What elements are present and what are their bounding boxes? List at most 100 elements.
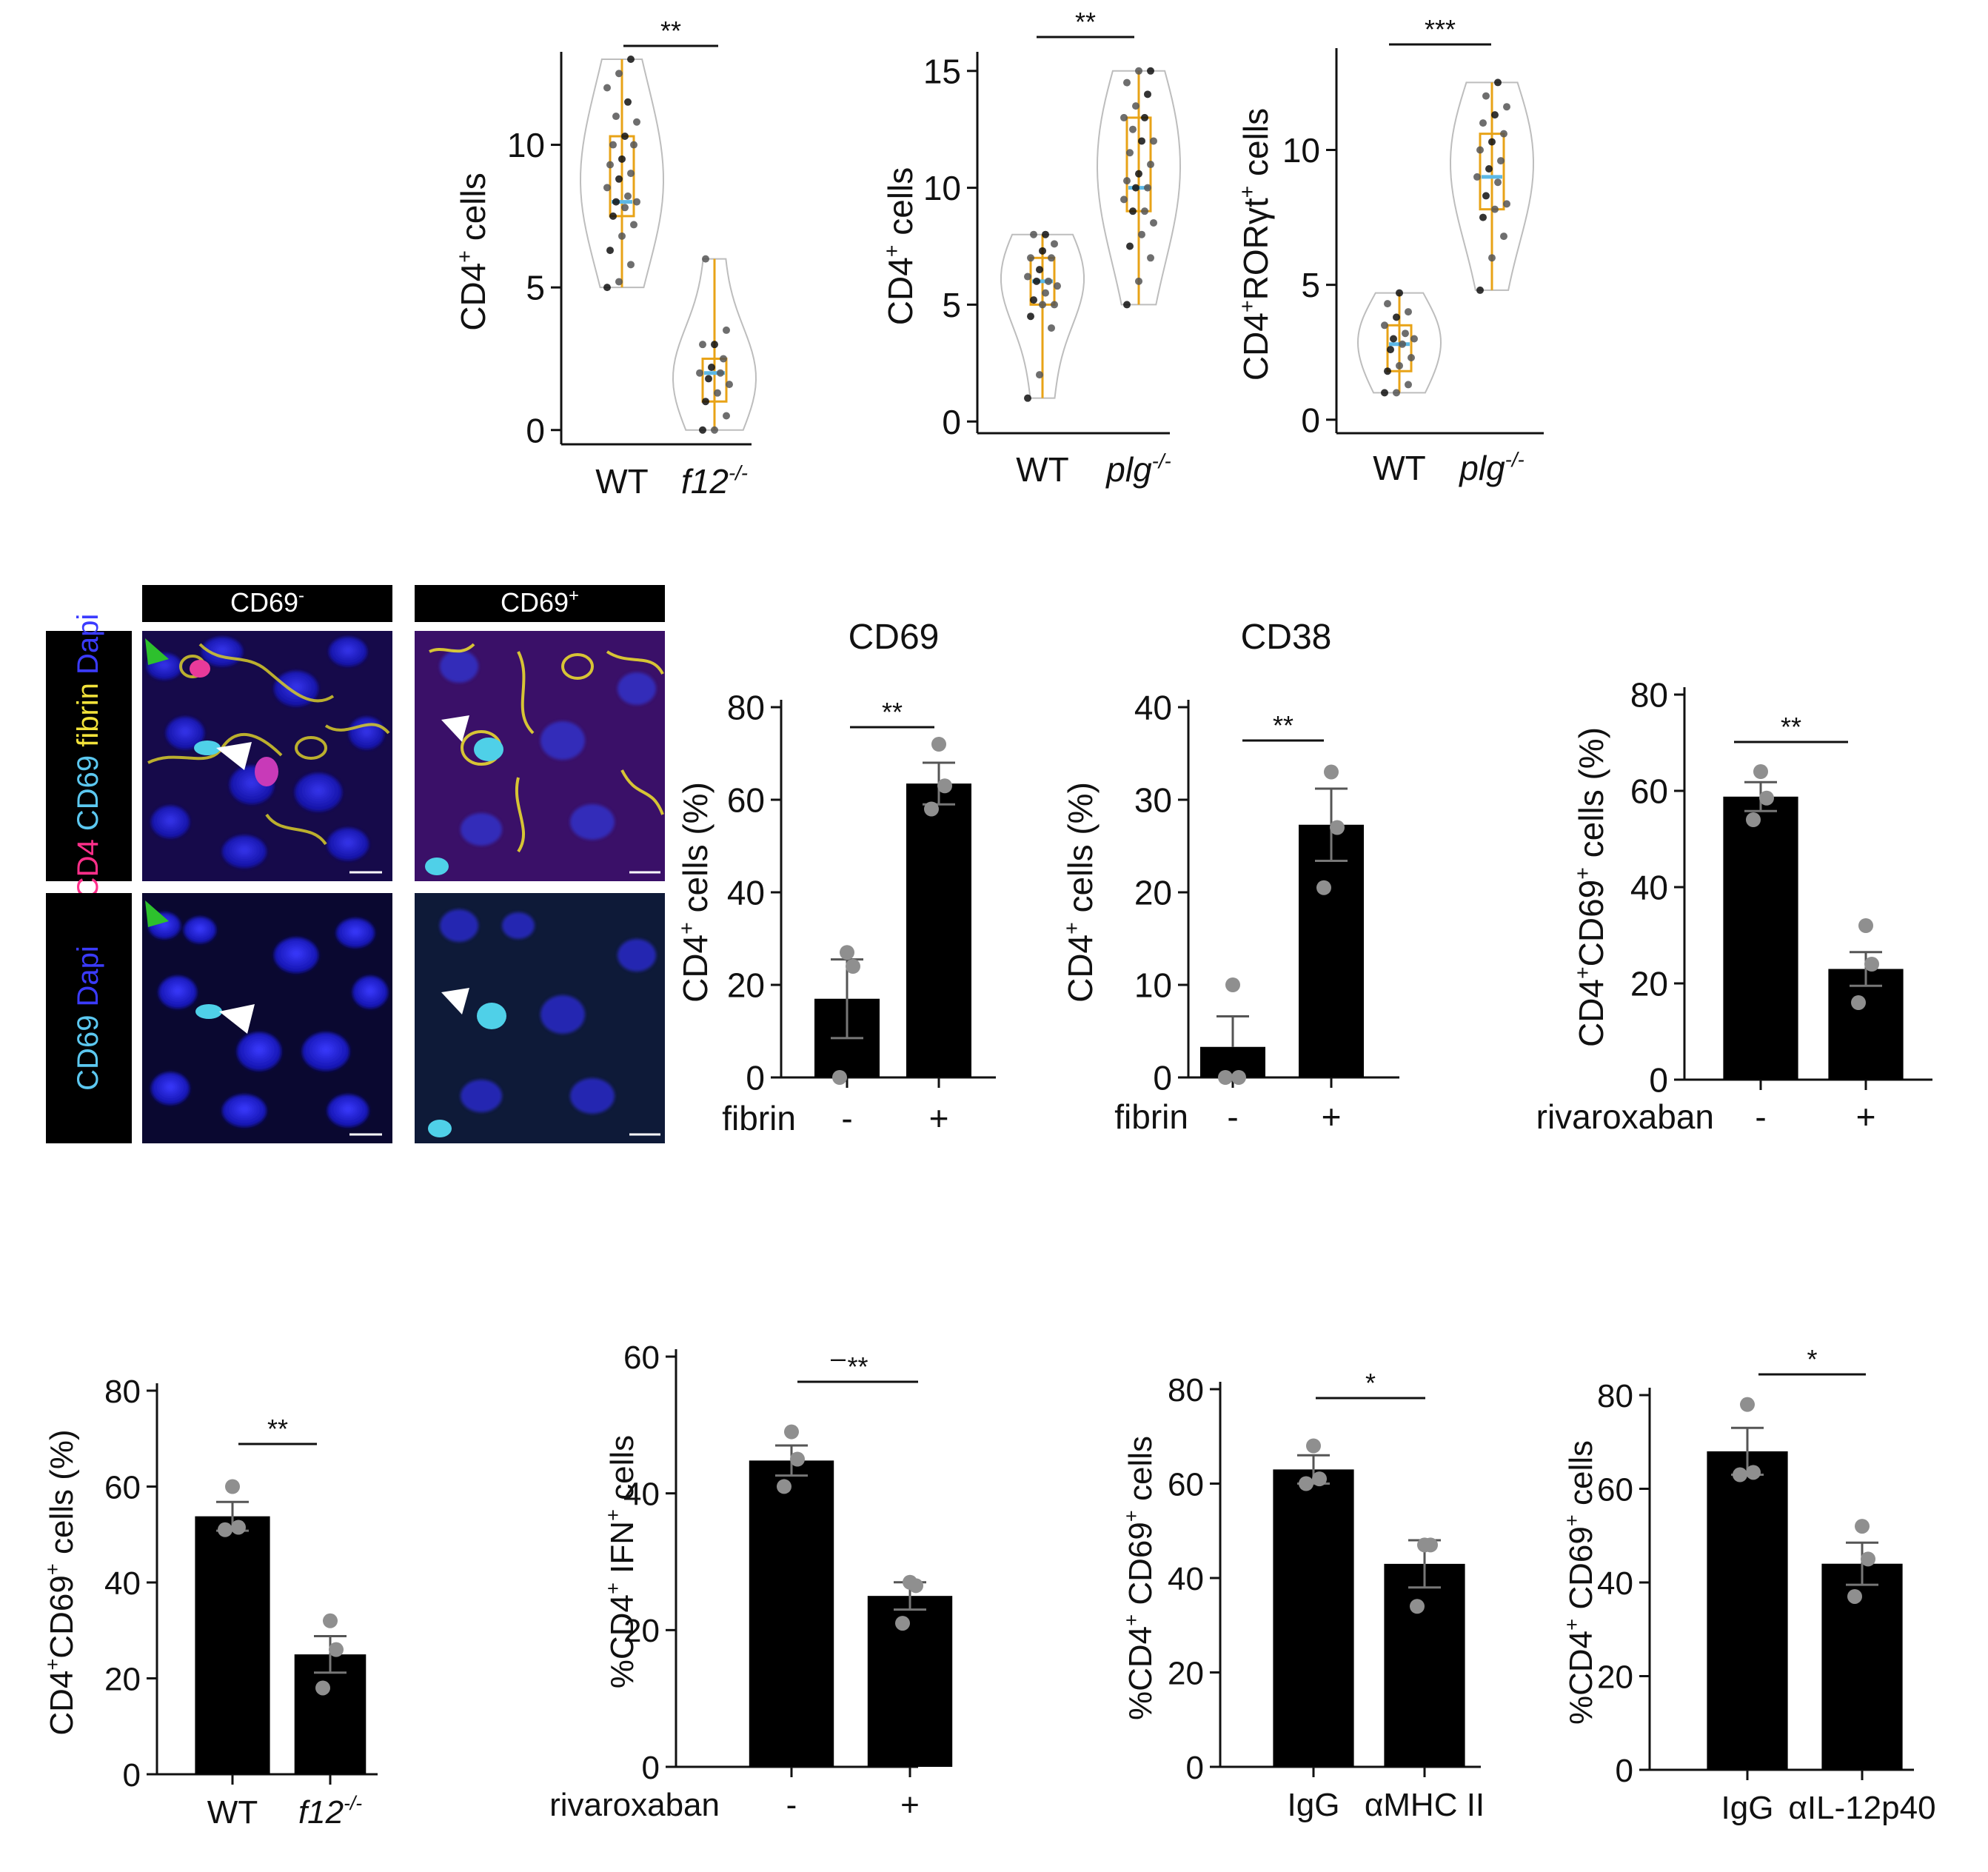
violin-data-point	[1039, 301, 1046, 309]
y-tick-label: 5	[942, 286, 961, 324]
y-tick-label: 20	[1597, 1659, 1633, 1695]
y-axis-label: CD4+CD69+ cells (%)	[41, 1429, 80, 1735]
white-arrowhead	[441, 715, 469, 742]
bar-data-point	[315, 1680, 330, 1696]
violin-data-point	[1497, 157, 1505, 165]
violin-data-point	[1402, 330, 1409, 338]
bar-cd69-mhc: 0 20 40 60 80%CD4+ CD69+ cells IgG αMHC II *	[1119, 1368, 1485, 1823]
violin-data-point	[1129, 125, 1137, 133]
significance-stars: **	[1781, 712, 1801, 742]
y-tick-label: 0	[942, 403, 961, 441]
violin-data-point	[1150, 137, 1157, 145]
violin-data-point	[1381, 389, 1388, 397]
column-header-cd69-pos-label: CD69+	[501, 586, 579, 618]
violin-data-point	[1123, 177, 1131, 185]
white-arrowhead	[219, 1004, 255, 1034]
bar	[1384, 1563, 1465, 1767]
y-tick-label: 60	[104, 1469, 141, 1505]
bar-data-point	[846, 959, 860, 974]
y-axis-label: CD4+CD69+ cells (%)	[1571, 727, 1610, 1047]
violin-data-point	[1120, 113, 1128, 121]
violin-data-point	[1381, 321, 1388, 330]
y-tick-label: 0	[1616, 1753, 1633, 1789]
bar-data-point	[1746, 1465, 1761, 1480]
x-category-label: plg-/-	[1458, 448, 1524, 487]
violin-data-point	[1500, 233, 1507, 241]
bar-data-point	[1330, 820, 1345, 835]
violin-data-point	[1030, 296, 1037, 304]
bar-data-point	[1759, 790, 1774, 806]
violin-data-point	[1138, 137, 1145, 145]
micrograph-panel: CD69- CD69+ CD4 CD69 fibrin Dapi CD69 Da…	[46, 585, 665, 1143]
y-tick-label: 5	[526, 269, 545, 307]
violin-data-point	[1491, 111, 1499, 119]
violin-cd4-wt-plg: 0 5 10 15 CD4+ cells WT plg-/- **	[880, 7, 1182, 489]
x-axis-label: fibrin	[722, 1099, 796, 1137]
bar-data-point	[1316, 880, 1331, 895]
violin-data-point	[615, 278, 623, 286]
violin-data-point	[1476, 286, 1484, 294]
y-tick-label: 10	[507, 126, 545, 164]
chart-title: CD38	[1241, 618, 1332, 657]
bar-data-point	[903, 1574, 917, 1590]
bar-data-point	[931, 737, 946, 752]
y-tick-label: 10	[1134, 966, 1172, 1005]
violin-data-point	[618, 155, 626, 163]
bar-data-point	[1861, 1551, 1875, 1567]
violin-data-point	[1390, 335, 1397, 343]
chart-title: CD69	[849, 618, 940, 657]
bar-data-point	[1312, 1471, 1327, 1487]
x-category-label: +	[929, 1099, 949, 1137]
micrograph-tile-2	[415, 631, 665, 881]
y-tick-label: 15	[923, 52, 961, 90]
bar	[749, 1460, 834, 1767]
violin-data-point	[1129, 207, 1137, 215]
violin-outline	[1000, 233, 1085, 399]
x-category-label: WT	[207, 1794, 258, 1831]
violin-data-point	[630, 221, 637, 229]
violin-data-point	[612, 198, 620, 206]
violin-data-point	[699, 341, 706, 349]
micrograph-tile-1	[142, 631, 392, 881]
bar-data-point	[1324, 764, 1339, 780]
violin-data-point	[1147, 161, 1154, 169]
violin-data-point	[1410, 335, 1418, 343]
violin-data-point	[1024, 273, 1031, 281]
violin-data-point	[1491, 205, 1499, 213]
bar	[1821, 1563, 1903, 1770]
violin-data-point	[1396, 289, 1403, 297]
y-tick-label: 40	[1134, 689, 1172, 727]
x-axis-label: rivaroxaban	[549, 1787, 720, 1823]
bar-data-point	[1299, 1476, 1313, 1491]
y-tick-label: 80	[104, 1374, 141, 1410]
violin-outline	[579, 58, 665, 289]
y-tick-label: 40	[104, 1565, 141, 1602]
y-tick-label: 0	[123, 1757, 141, 1794]
violin-data-point	[1479, 119, 1487, 127]
bar-data-point	[1231, 1070, 1246, 1085]
bar-cd69-rivaroxaban: 0 20 40 60 80 CD4+CD69+ cells (%) - + rivaroxaba…	[1536, 676, 1932, 1136]
y-tick-label: 60	[1630, 772, 1668, 811]
violin-data-point	[1482, 92, 1490, 100]
violin-data-point	[1036, 371, 1043, 379]
violin-data-point	[1048, 254, 1055, 262]
bar-data-point	[1417, 1537, 1432, 1553]
violin-data-point	[621, 133, 629, 140]
violin-data-point	[630, 141, 637, 149]
violin-data-point	[1503, 200, 1510, 208]
x-category-label: +	[1322, 1097, 1342, 1136]
y-tick-label: 40	[727, 874, 765, 912]
violin-data-point	[1500, 130, 1507, 138]
significance-stars: *	[1365, 1368, 1376, 1398]
x-category-label: -	[786, 1787, 797, 1823]
violin-data-point	[1144, 90, 1151, 98]
violin-data-point	[1045, 277, 1052, 285]
bar-data-point	[1851, 995, 1866, 1010]
violin-data-point	[1039, 247, 1046, 255]
y-tick-label: 20	[104, 1661, 141, 1697]
x-category-label: WT	[1373, 449, 1426, 487]
y-tick-label: 60	[1168, 1466, 1204, 1502]
y-axis-label: %CD4+ IFN+ cells	[601, 1435, 640, 1688]
violin-data-point	[1042, 289, 1049, 297]
bar-data-point	[1753, 764, 1768, 779]
